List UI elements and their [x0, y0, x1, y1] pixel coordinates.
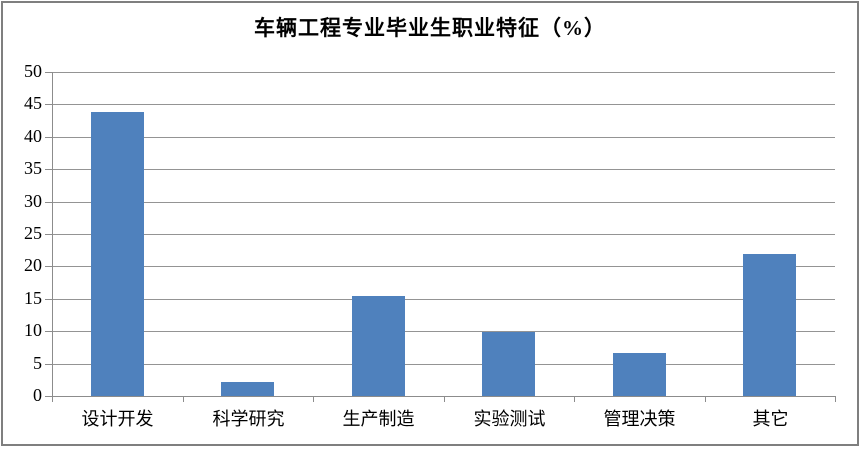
y-axis-tick-label: 30 [24, 191, 42, 211]
y-axis-tick-label: 35 [24, 158, 42, 178]
gridline-y-20 [52, 266, 835, 267]
gridline-y-50 [52, 72, 835, 73]
x-axis-category-label: 实验测试 [473, 409, 546, 429]
gridline-y-30 [52, 202, 835, 203]
x-tick-4 [574, 396, 575, 402]
y-tick-50 [45, 72, 52, 73]
y-axis-tick-label: 20 [24, 255, 42, 275]
x-axis-category-label: 设计开发 [81, 409, 154, 429]
y-axis-tick-label: 45 [24, 93, 42, 113]
gridline-y-5 [52, 364, 835, 365]
gridline-y-25 [52, 234, 835, 235]
x-tick-0 [52, 396, 53, 402]
y-tick-25 [45, 234, 52, 235]
x-axis-category-label: 生产制造 [342, 409, 415, 429]
y-axis-line [52, 72, 53, 402]
y-tick-40 [45, 137, 52, 138]
bar-4 [482, 332, 535, 396]
bar-3 [352, 296, 405, 396]
x-axis-category-label: 科学研究 [212, 409, 285, 429]
y-tick-35 [45, 169, 52, 170]
y-tick-5 [45, 364, 52, 365]
y-axis-tick-label: 50 [24, 61, 42, 81]
bar-5 [613, 353, 666, 396]
y-tick-0 [45, 396, 52, 397]
y-tick-10 [45, 331, 52, 332]
x-tick-5 [705, 396, 706, 402]
y-axis-tick-label: 25 [24, 223, 42, 243]
x-axis-category-label: 其它 [752, 409, 789, 429]
y-tick-15 [45, 299, 52, 300]
gridline-y-35 [52, 169, 835, 170]
gridline-y-10 [52, 331, 835, 332]
bar-2 [221, 382, 274, 396]
y-tick-30 [45, 202, 52, 203]
x-axis-line [52, 396, 835, 397]
y-axis-tick-label: 0 [33, 385, 42, 405]
y-tick-45 [45, 104, 52, 105]
x-tick-1 [183, 396, 184, 402]
y-axis-tick-label: 5 [33, 353, 42, 373]
x-tick-2 [313, 396, 314, 402]
chart-title: 车辆工程专业毕业生职业特征（%） [254, 16, 606, 40]
x-tick-3 [444, 396, 445, 402]
bar-1 [91, 112, 144, 396]
gridline-y-45 [52, 104, 835, 105]
y-tick-20 [45, 266, 52, 267]
x-axis-category-label: 管理决策 [603, 409, 676, 429]
gridline-y-40 [52, 137, 835, 138]
y-axis-tick-label: 10 [24, 320, 42, 340]
y-axis-tick-label: 15 [24, 288, 42, 308]
bar-6 [743, 254, 796, 396]
x-tick-6 [835, 396, 836, 402]
y-axis-tick-label: 40 [24, 126, 42, 146]
gridline-y-15 [52, 299, 835, 300]
